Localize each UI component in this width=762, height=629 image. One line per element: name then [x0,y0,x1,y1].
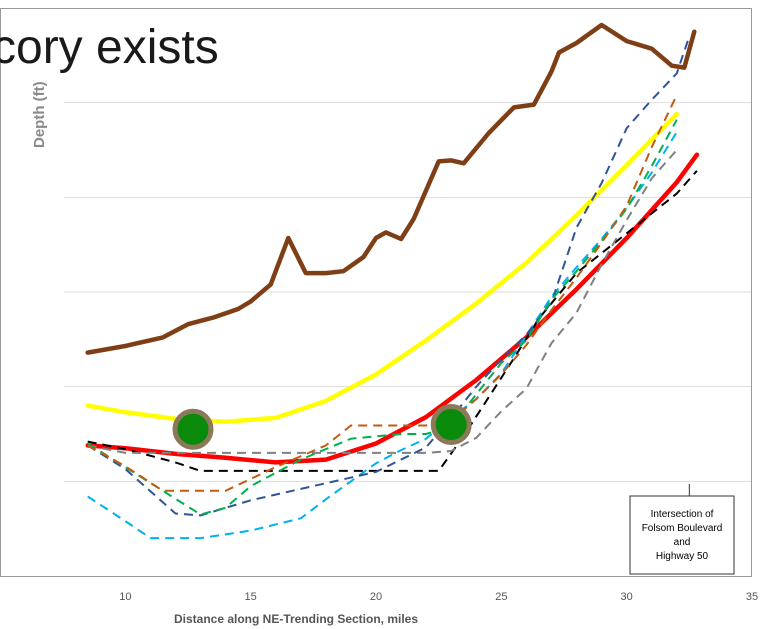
well-marker [172,408,214,450]
intersection-annotation: Intersection of Folsom Boulevard and Hig… [629,495,735,575]
series-line-1 [85,22,697,355]
series-line-2 [85,111,680,424]
x-tick-label: 30 [621,591,633,603]
x-axis-label: Distance along NE-Trending Section, mile… [174,612,418,626]
x-tick-label: 35 [746,591,758,603]
slide-title: cory exists [0,21,219,74]
plot-area-frame [0,8,752,577]
series-line-3 [85,152,700,465]
annotation-line-1: Intersection of [651,509,714,520]
annotation-line-3: and [674,537,691,548]
series-lines [85,22,700,540]
x-tick-label: 20 [370,591,382,603]
x-tick-label: 25 [495,591,507,603]
annotation-line-2: Folsom Boulevard [642,523,723,534]
x-tick-labels: 10 15 20 25 30 35 [119,591,758,603]
series-line-6 [87,131,678,540]
gridlines [64,102,752,482]
well-markers [172,404,472,450]
y-axis-label: Depth (ft) [31,81,48,148]
series-line-7 [87,36,691,517]
annotation-box [629,495,735,575]
annotation-line-4: Highway 50 [656,551,709,562]
x-tick-label: 10 [119,591,131,603]
series-line-5 [87,149,678,454]
x-tick-label: 15 [245,591,257,603]
well-marker [430,404,472,446]
